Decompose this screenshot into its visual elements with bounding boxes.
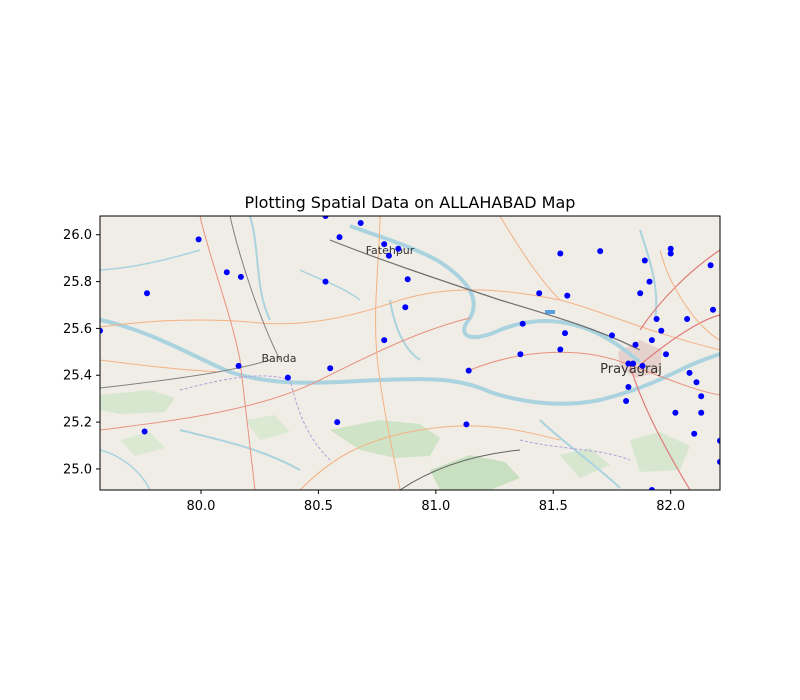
scatter-point [710,306,716,313]
scatter-point [322,216,329,219]
scatter-point [144,290,150,297]
scatter-point [707,262,714,269]
scatter-point [648,337,655,344]
scatter-point [663,351,669,358]
y-tick-label: 26.0 [63,228,92,243]
scatter-point [465,367,472,374]
scatter-point [648,487,655,490]
scatter-point [639,362,646,369]
scatter-point [630,360,637,367]
scatter-point [327,365,334,372]
place-label-fatehpur: Fatehpur [366,244,415,257]
scatter-point [381,337,388,344]
x-tick-label: 82.0 [656,499,685,514]
scatter-point [717,458,720,465]
plot-area-frame [99,215,721,491]
scatter-point [693,379,700,386]
basemap-tiles: Fatehpur Banda Prayagraj [100,216,720,490]
scatter-point [717,437,720,444]
scatter-point [698,393,705,400]
x-axis: 80.0 80.5 81.0 81.5 82.0 [187,490,685,514]
scatter-point [632,341,639,348]
scatter-point [557,346,564,353]
scatter-point [235,362,242,369]
scatter-point [667,250,674,257]
scatter-point [385,252,392,259]
place-label-banda: Banda [262,352,297,365]
scatter-point [597,248,604,255]
x-tick-label: 81.0 [421,499,450,514]
scatter-point [637,290,644,297]
place-label-prayagraj: Prayagraj [600,362,662,377]
scatter-point [334,419,341,426]
scatter-point [536,290,543,297]
scatter-point [284,374,291,381]
scatter-point [658,327,665,334]
scatter-point [609,332,615,339]
scatter-point [223,269,230,276]
scatter-point [381,241,388,248]
scatter-point [653,316,660,322]
y-tick-label: 25.4 [63,369,92,384]
scatter-point [100,327,103,334]
x-tick-label: 81.5 [539,499,568,514]
scatter-point [402,304,409,311]
scatter-points [100,216,720,490]
scatter-point [672,409,679,416]
scatter-point [195,236,202,243]
scatter-point [667,245,674,252]
y-tick-label: 25.0 [63,462,92,477]
scatter-point [564,292,571,299]
y-axis: 25.0 25.2 25.4 25.6 25.8 26.0 [63,228,100,477]
scatter-point [463,421,470,428]
scatter-point [625,384,632,390]
scatter-point [404,276,411,283]
scatter-point [519,320,526,327]
scatter-point [322,278,329,285]
y-tick-label: 25.8 [63,275,92,290]
scatter-point [698,409,705,416]
x-tick-label: 80.0 [187,499,216,514]
scatter-point [237,273,244,280]
scatter-point [336,234,343,241]
chart-title: Plotting Spatial Data on ALLAHABAD Map [245,193,576,212]
scatter-point [517,351,524,358]
y-tick-label: 25.6 [63,322,92,337]
scatter-point [623,398,630,404]
scatter-point [684,316,691,322]
scatter-point [357,220,364,226]
y-tick-label: 25.2 [63,416,92,431]
scatter-point [686,369,693,376]
scatter-point [562,330,568,337]
scatter-point [646,278,653,285]
scatter-point [691,430,698,437]
scatter-point [557,250,564,257]
scatter-point [395,245,402,252]
scatter-point [625,360,632,367]
scatter-point [641,257,648,264]
x-tick-label: 80.5 [304,499,333,514]
scatter-point [141,428,148,435]
